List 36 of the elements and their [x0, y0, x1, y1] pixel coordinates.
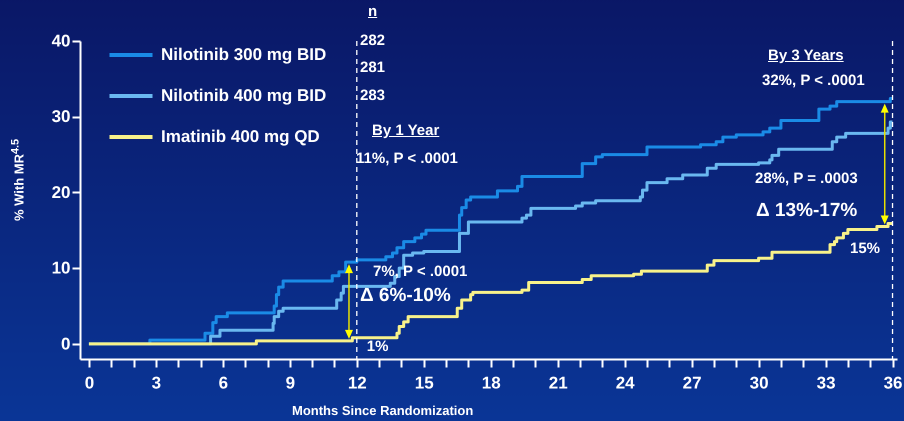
x-tick-label: 36: [884, 374, 902, 392]
annotation: 281: [360, 59, 386, 77]
y-tick-label: 30: [52, 107, 70, 126]
x-tick-label: 0: [84, 374, 94, 392]
annotation: 32%, P < .0001: [762, 72, 865, 90]
text: n: [368, 3, 378, 21]
x-tick-label: 24: [616, 374, 636, 392]
annotation: By 3 Years: [768, 47, 844, 65]
x-axis-title: Months Since Randomization: [292, 402, 474, 420]
x-tick-label: 3: [152, 374, 162, 392]
x-tick-label: 33: [816, 374, 836, 392]
x-tick-label: 9: [286, 374, 296, 392]
y-tick-label: 40: [52, 32, 70, 50]
x-tick-label: 15: [414, 374, 434, 392]
annotation: 28%, P = .0003: [755, 170, 858, 188]
x-tick-label: 12: [348, 374, 367, 392]
legend-label: Nilotinib 300 mg BID: [161, 45, 326, 64]
y-tick-label: 20: [52, 182, 70, 202]
y-tick-label: 10: [52, 258, 70, 278]
annotation: 283: [360, 87, 386, 105]
annotation: By 1 Year: [372, 122, 440, 140]
annotation: 15%: [850, 240, 880, 258]
y-tick-label: 0: [61, 334, 70, 354]
x-tick-label: 30: [750, 374, 769, 392]
x-tick-label: 6: [218, 374, 228, 392]
x-tick-label: 21: [548, 374, 568, 392]
legend-label: Imatinib 400 mg QD: [161, 127, 320, 146]
annotation: 1%: [366, 338, 388, 356]
x-tick-label: 18: [482, 374, 501, 392]
annotation: 7%, P < .0001: [373, 263, 468, 281]
annotation: 11%, P < .0001: [356, 150, 458, 168]
annotation: 282: [360, 32, 386, 50]
annotation: Δ 13%-17%: [756, 200, 858, 221]
legend-label: Nilotinib 400 mg BID: [161, 86, 326, 105]
annotation: Δ 6%-10%: [360, 285, 451, 306]
x-tick-label: 27: [682, 374, 702, 392]
